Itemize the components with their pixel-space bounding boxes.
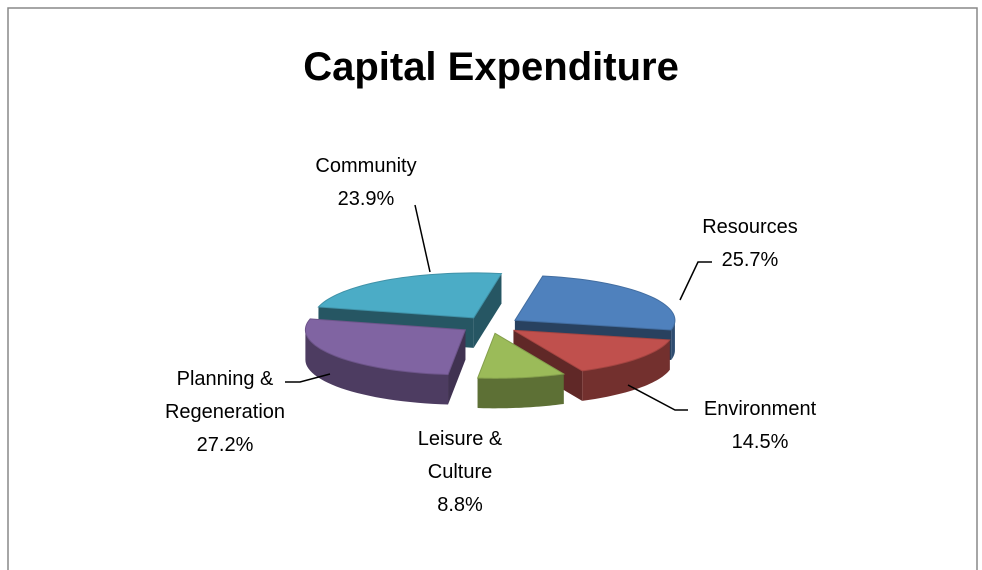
- slice: [514, 275, 676, 331]
- label-name: Community: [315, 155, 417, 177]
- data-label: Environment 14.5%: [704, 393, 816, 459]
- label-value: 8.8%: [437, 494, 483, 516]
- slice: [317, 272, 503, 319]
- slice-side: [671, 320, 675, 360]
- slice: [476, 332, 566, 379]
- leader-line: [679, 261, 712, 301]
- leader-lines: [285, 204, 712, 411]
- slice-side: [473, 273, 502, 348]
- label-value: 23.9%: [337, 188, 395, 210]
- slice-side: [305, 329, 449, 405]
- chart-title: Capital Expenditure: [303, 45, 679, 89]
- label-name: Environment: [703, 398, 817, 420]
- slice: [513, 329, 671, 372]
- data-label: Resources 25.7%: [702, 211, 798, 277]
- leader-line: [627, 384, 688, 411]
- label-name: Leisure & Culture: [417, 428, 503, 483]
- label-name: Planning & Regeneration: [164, 368, 286, 423]
- label-value: 27.2%: [196, 434, 254, 456]
- label-name: Resources: [702, 216, 798, 238]
- pie: [304, 272, 676, 409]
- chart-border: [7, 7, 978, 570]
- leader-line: [285, 373, 331, 383]
- label-value: 14.5%: [731, 431, 789, 453]
- data-label: Community 23.9%: [315, 150, 416, 216]
- data-label: Leisure & Culture 8.8%: [410, 423, 510, 522]
- label-value: 25.7%: [721, 249, 779, 271]
- slice-side: [477, 373, 564, 409]
- leader-line: [414, 204, 431, 273]
- slice: [304, 318, 467, 376]
- data-label: Planning & Regeneration 27.2%: [158, 363, 293, 462]
